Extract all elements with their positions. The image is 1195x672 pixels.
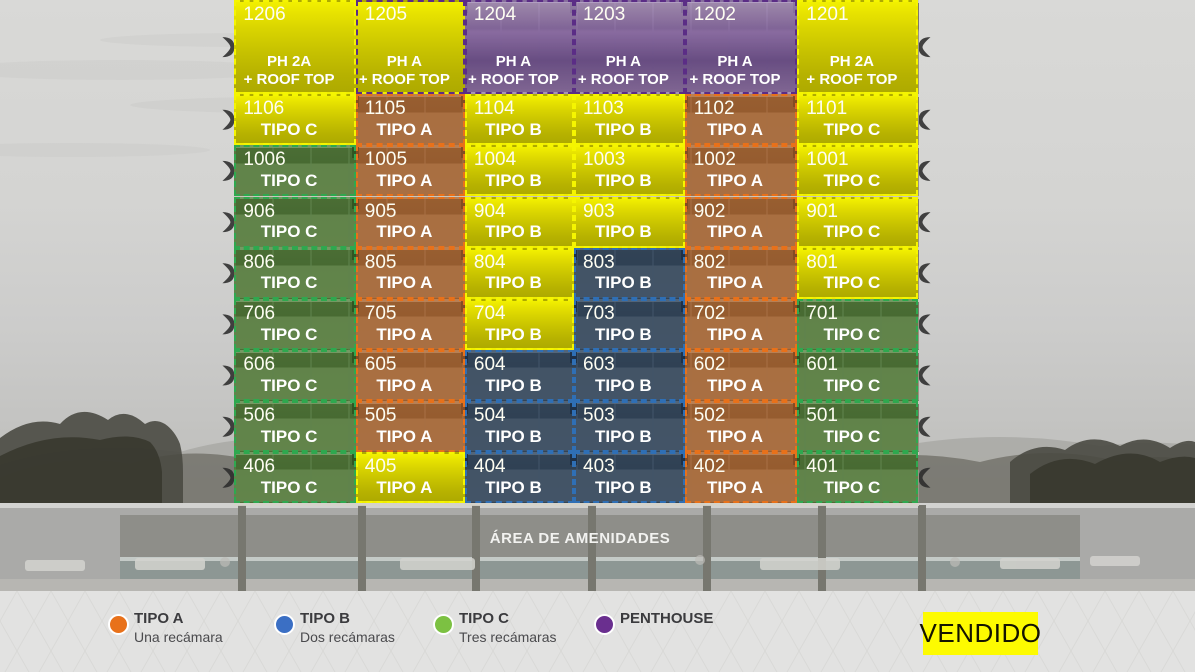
svg-text:ÁREA DE AMENIDADES: ÁREA DE AMENIDADES xyxy=(490,530,670,547)
